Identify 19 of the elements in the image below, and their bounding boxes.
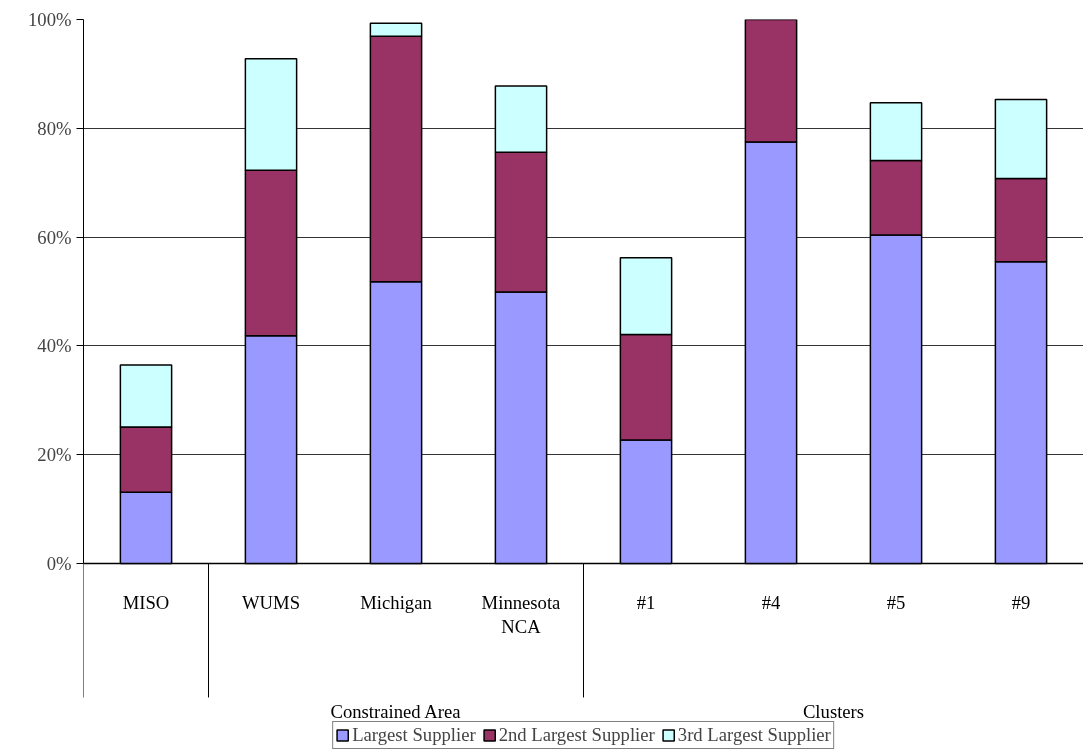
y-tick-label: 100% <box>27 9 72 30</box>
text: Constrained Area <box>330 701 462 723</box>
text: Clusters <box>802 701 865 723</box>
y-tick-label: 80% <box>37 117 72 139</box>
x-tick-label: #5 <box>886 591 906 613</box>
x-tick-label: #1 <box>636 591 656 613</box>
x-tick-label: MISO <box>122 591 170 613</box>
legend-label: Largest Supplier <box>352 724 476 746</box>
y-tick-label: 40% <box>37 335 72 357</box>
y-tick-label: 0% <box>46 553 72 575</box>
y-tick-label: 20% <box>37 444 72 466</box>
x-tick-label: #9 <box>1011 591 1031 613</box>
x-tick-label: Minnesota NCA <box>481 591 562 638</box>
x-tick-label: #4 <box>761 591 781 613</box>
x-tick-label: WUMS <box>241 591 301 613</box>
y-tick-label: 60% <box>37 226 72 248</box>
legend-label: 3rd Largest Supplier <box>677 724 831 746</box>
x-tick-label: Michigan <box>360 591 433 613</box>
legend-label: 2nd Largest Supplier <box>498 724 655 746</box>
